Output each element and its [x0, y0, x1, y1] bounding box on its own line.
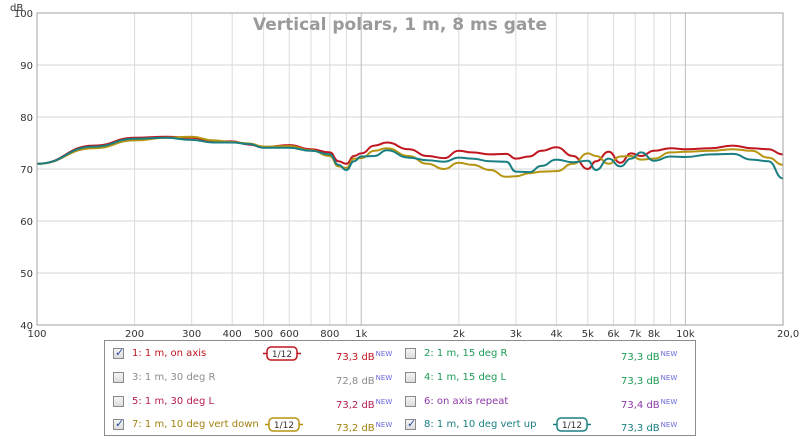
x-tick-label: 100 [27, 329, 46, 340]
x-tick-label: 7k [629, 329, 641, 340]
checkbox[interactable] [113, 396, 124, 407]
y-tick-label: 100 [14, 9, 33, 20]
x-tick-label: 10k [676, 329, 695, 340]
legend-entry-value: 73,2 dBNEW [336, 398, 393, 411]
legend-entry-value: 72,8 dBNEW [336, 374, 393, 387]
legend-entry-2[interactable]: 2: 1 m, 15 deg R 73,3 dBNEW [405, 344, 695, 364]
legend-entry-6[interactable]: 6: on axis repeat 73,4 dBNEW [405, 392, 695, 412]
legend-entry-label: 2: 1 m, 15 deg R [424, 348, 508, 359]
checkbox[interactable]: ✓ [113, 417, 125, 430]
y-axis-unit: dB [10, 3, 23, 14]
legend-entry-value: 73,3 dBNEW [621, 421, 678, 434]
y-tick-label: 90 [20, 61, 33, 72]
legend-entry-label: 6: on axis repeat [424, 396, 509, 407]
y-tick-label: 80 [20, 113, 33, 124]
series-line [36, 136, 784, 180]
plot-frame [36, 12, 784, 326]
x-tick-label: 8k [648, 329, 660, 340]
y-tick-label: 50 [20, 269, 33, 280]
x-tick-label: 4k [550, 329, 562, 340]
check-icon: ✓ [115, 346, 125, 359]
legend-entry-8[interactable]: ✓ 8: 1 m, 10 deg vert up 1/12 73,3 dBNEW [405, 415, 695, 435]
legend-entry-3[interactable]: 3: 1 m, 30 deg R 72,8 dBNEW [113, 368, 403, 388]
x-tick-label: 1k [355, 329, 367, 340]
checkbox[interactable] [405, 372, 416, 383]
x-tick-label: 6k [607, 329, 619, 340]
frequency-response-chart[interactable]: 40 50 60 70 80 90 100 100 200 300 400 500 600 800 1k 2k… [0, 0, 800, 340]
x-tick-label: 300 [182, 329, 201, 340]
legend-panel: ✓ 1: 1 m, on axis 1/12 73,3 dBNEW 2: 1 m… [104, 340, 696, 436]
x-tick-label: 400 [223, 329, 242, 340]
legend-entry-value: 73,3 dBNEW [621, 350, 678, 363]
legend-entry-label: 5: 1 m, 30 deg L [132, 396, 215, 407]
legend-entry-label: 4: 1 m, 15 deg L [424, 372, 507, 383]
x-tick-label: 200 [125, 329, 144, 340]
x-tick-label: 500 [254, 329, 273, 340]
x-tick-label: 800 [320, 329, 339, 340]
legend-entry-label: 8: 1 m, 10 deg vert up [424, 419, 537, 430]
check-icon: ✓ [407, 417, 417, 430]
checkbox[interactable] [405, 396, 416, 407]
smoothing-label: 1/12 [562, 421, 582, 431]
checkbox[interactable] [405, 348, 416, 359]
legend-entry-7[interactable]: ✓ 7: 1 m, 10 deg vert down 1/12 73,2 dBN… [113, 415, 403, 435]
checkbox[interactable]: ✓ [405, 417, 417, 430]
chart-title: Vertical polars, 1 m, 8 ms gate [253, 15, 547, 35]
x-tick-label: 3k [510, 329, 522, 340]
legend-entry-1[interactable]: ✓ 1: 1 m, on axis 1/12 73,3 dBNEW [113, 344, 403, 364]
grid-lines [36, 12, 784, 326]
x-tick-label: 20,0k Hz [777, 329, 800, 340]
y-tick-label: 40 [20, 321, 33, 332]
smoothing-badge[interactable]: 1/12 [553, 417, 591, 432]
legend-entry-value: 73,4 dBNEW [621, 398, 678, 411]
smoothing-badge[interactable]: 1/12 [263, 346, 301, 361]
y-tick-label: 60 [20, 217, 33, 228]
x-tick-label: 5k [582, 329, 594, 340]
y-tick-label: 70 [20, 165, 33, 176]
check-icon: ✓ [115, 417, 125, 430]
chart-background [0, 0, 800, 340]
checkbox[interactable]: ✓ [113, 346, 125, 359]
legend-entry-value: 73,2 dBNEW [336, 421, 393, 434]
smoothing-label: 1/12 [272, 350, 292, 360]
series-lines [36, 135, 784, 180]
smoothing-label: 1/12 [274, 421, 294, 431]
x-tick-label: 2k [453, 329, 465, 340]
legend-entry-value: 73,3 dBNEW [336, 350, 393, 363]
x-tick-label: 600 [280, 329, 299, 340]
legend-entry-5[interactable]: 5: 1 m, 30 deg L 73,2 dBNEW [113, 392, 403, 412]
legend-entry-label: 1: 1 m, on axis [132, 348, 207, 359]
axis-ticks: 40 50 60 70 80 90 100 100 200 300 400 500 600 800 1k 2k… [14, 9, 800, 340]
legend-entry-label: 7: 1 m, 10 deg vert down [132, 419, 259, 430]
legend-entry-4[interactable]: 4: 1 m, 15 deg L 73,3 dBNEW [405, 368, 695, 388]
checkbox[interactable] [113, 372, 124, 383]
smoothing-badge[interactable]: 1/12 [265, 417, 303, 432]
legend-entry-value: 73,3 dBNEW [621, 374, 678, 387]
legend-entry-label: 3: 1 m, 30 deg R [132, 372, 216, 383]
